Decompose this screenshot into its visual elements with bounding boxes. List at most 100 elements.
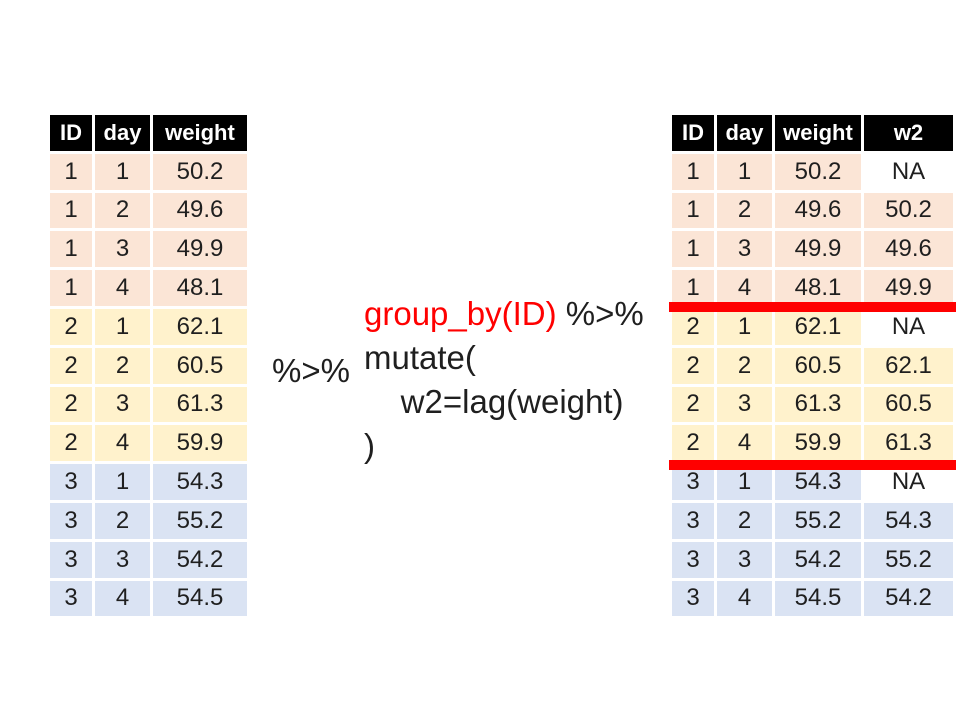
table-row: 3 1 54.3 — [50, 464, 247, 500]
table-row: 2 1 62.1 — [50, 308, 247, 345]
cell: 54.5 — [153, 580, 247, 617]
col-header-w2: w2 — [864, 115, 953, 151]
cell: 61.3 — [864, 425, 953, 462]
header-row: ID day weight — [50, 115, 247, 151]
table-row: 1 4 48.1 — [50, 270, 247, 306]
table-row: 2 1 62.1 NA — [672, 308, 953, 345]
table-original-wrap: ID day weight 1 1 50.2 1 2 49.6 1 3 49.9 1 4 48.1 2 1… — [47, 112, 250, 619]
cell: 3 — [717, 541, 772, 578]
cell: 2 — [717, 502, 772, 539]
table-row: 3 4 54.5 54.2 — [672, 580, 953, 617]
table-row: 1 1 50.2 NA — [672, 153, 953, 190]
code-highlight-text: group_by(ID) — [364, 295, 557, 332]
code-line: mutate( — [364, 336, 644, 380]
cell: 2 — [50, 386, 92, 423]
cell: 54.2 — [864, 580, 953, 617]
col-header-day: day — [717, 115, 772, 151]
cell: 4 — [95, 580, 150, 617]
cell: 4 — [717, 580, 772, 617]
cell: 1 — [95, 464, 150, 500]
cell-na: NA — [864, 308, 953, 345]
cell: 2 — [50, 347, 92, 384]
cell: 3 — [50, 580, 92, 617]
cell: 3 — [717, 231, 772, 268]
cell: 61.3 — [775, 386, 861, 423]
table-row: 2 3 61.3 — [50, 386, 247, 423]
cell: 62.1 — [153, 308, 247, 345]
cell: 54.2 — [775, 541, 861, 578]
table-row: 3 3 54.2 — [50, 541, 247, 578]
cell: 49.9 — [864, 270, 953, 306]
cell: 4 — [717, 425, 772, 462]
cell: 2 — [672, 347, 714, 384]
cell: 49.9 — [775, 231, 861, 268]
cell: 2 — [95, 347, 150, 384]
cell: 54.5 — [775, 580, 861, 617]
cell: 59.9 — [775, 425, 861, 462]
cell: 1 — [50, 231, 92, 268]
code-line: w2=lag(weight) — [364, 380, 644, 424]
cell: 50.2 — [775, 153, 861, 190]
cell: 49.6 — [153, 192, 247, 229]
cell: 1 — [672, 192, 714, 229]
cell: 3 — [95, 541, 150, 578]
cell: 2 — [717, 347, 772, 384]
table-row: 2 2 60.5 — [50, 347, 247, 384]
cell: 1 — [717, 153, 772, 190]
col-header-weight: weight — [775, 115, 861, 151]
table-row: 3 2 55.2 — [50, 502, 247, 539]
cell: 3 — [50, 541, 92, 578]
cell: 55.2 — [775, 502, 861, 539]
cell: 50.2 — [864, 192, 953, 229]
table-row: 1 2 49.6 50.2 — [672, 192, 953, 229]
header-row: ID day weight w2 — [672, 115, 953, 151]
cell: 3 — [50, 502, 92, 539]
cell-na: NA — [864, 464, 953, 500]
cell: 54.3 — [153, 464, 247, 500]
cell: 2 — [95, 192, 150, 229]
cell: 3 — [50, 464, 92, 500]
cell: 3 — [672, 580, 714, 617]
cell: 54.3 — [775, 464, 861, 500]
table-row: 3 3 54.2 55.2 — [672, 541, 953, 578]
cell: 59.9 — [153, 425, 247, 462]
cell: 61.3 — [153, 386, 247, 423]
col-header-day: day — [95, 115, 150, 151]
table-row: 2 4 59.9 61.3 — [672, 425, 953, 462]
cell: 2 — [672, 308, 714, 345]
cell: 1 — [50, 192, 92, 229]
cell: 1 — [672, 153, 714, 190]
col-header-id: ID — [672, 115, 714, 151]
cell: 2 — [50, 425, 92, 462]
code-text: mutate( — [364, 339, 476, 376]
code-text: w2=lag(weight) — [364, 383, 624, 420]
cell: 3 — [672, 502, 714, 539]
cell: 60.5 — [775, 347, 861, 384]
table-row: 1 4 48.1 49.9 — [672, 270, 953, 306]
cell: 48.1 — [153, 270, 247, 306]
cell: 54.2 — [153, 541, 247, 578]
cell: 1 — [717, 308, 772, 345]
cell: 2 — [95, 502, 150, 539]
cell: 3 — [672, 464, 714, 500]
cell: 1 — [50, 270, 92, 306]
table-row: 1 3 49.9 — [50, 231, 247, 268]
code-line: group_by(ID) %>% — [364, 292, 644, 336]
original-data-table: ID day weight 1 1 50.2 1 2 49.6 1 3 49.9 1 4 48.1 2 1… — [47, 112, 250, 619]
table-row: 3 4 54.5 — [50, 580, 247, 617]
cell: 3 — [95, 231, 150, 268]
cell: 1 — [672, 270, 714, 306]
table-mutated-wrap: ID day weight w2 1 1 50.2 NA 1 2 49.6 50.2 1 3 49.… — [669, 112, 956, 619]
cell: 49.6 — [775, 192, 861, 229]
table-row: 1 3 49.9 49.6 — [672, 231, 953, 268]
cell: 48.1 — [775, 270, 861, 306]
code-line: ) — [364, 424, 644, 468]
pipe-operator: %>% — [272, 352, 350, 389]
cell: 1 — [717, 464, 772, 500]
table-row: 1 2 49.6 — [50, 192, 247, 229]
code-text: %>% — [556, 295, 644, 332]
cell: 2 — [50, 308, 92, 345]
table-row: 3 1 54.3 NA — [672, 464, 953, 500]
code-text: ) — [364, 427, 375, 464]
table-row: 1 1 50.2 — [50, 153, 247, 190]
